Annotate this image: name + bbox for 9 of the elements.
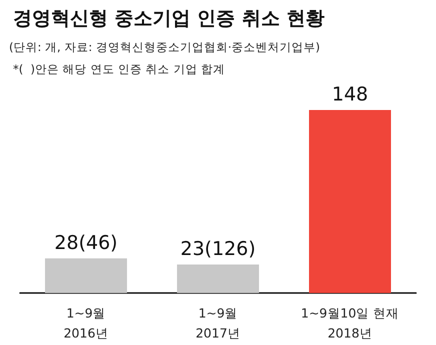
x-tick-label: 1~9월 2016년 (64, 306, 108, 340)
data-label: 28(46) (54, 232, 118, 254)
data-label: 148 (332, 84, 368, 106)
x-tick-label: 1~9월 2017년 (196, 306, 240, 340)
x-tick-label: 1~9월10일 현재 2018년 (300, 306, 400, 340)
text: *( )안은 해당 연도 인증 취소 기업 합계 (13, 62, 225, 76)
chart-subtitle: (단위: 개, 자료: 경영혁신형중소기업협회·중소벤처기업부) (9, 40, 320, 54)
chart-title: 경영혁신형 중소기업 인증 취소 현황 (13, 8, 324, 30)
data-label: 23(126) (180, 238, 256, 260)
